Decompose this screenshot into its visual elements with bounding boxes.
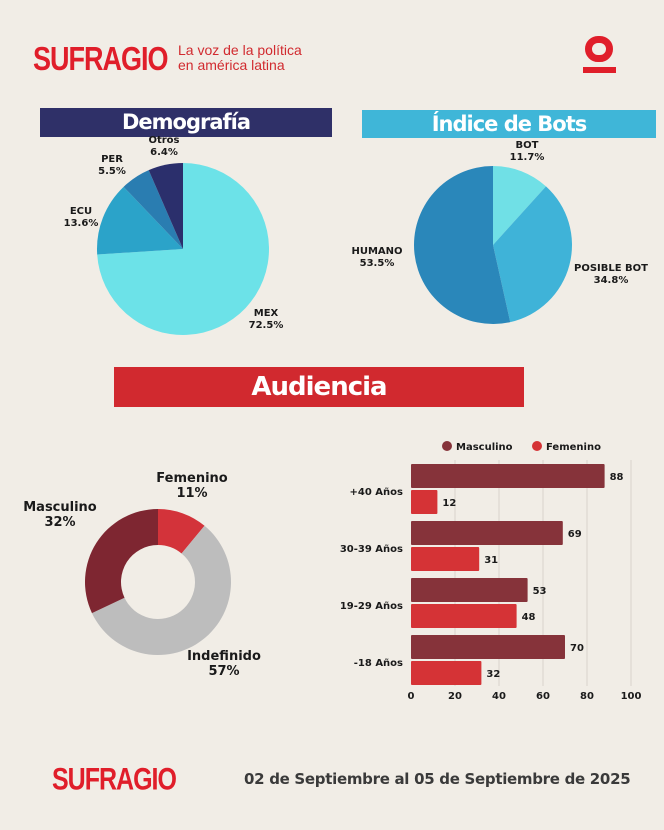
x-tick-label: 60 <box>536 691 550 702</box>
slice-value: 72.5% <box>249 320 284 331</box>
bar-value-label: 12 <box>442 498 456 509</box>
bar-masculino <box>411 521 563 545</box>
bots-banner: Índice de Bots <box>362 110 656 138</box>
pie-slice-per <box>123 170 183 249</box>
date-range: 02 de Septiembre al 05 de Septiembre de … <box>244 770 631 788</box>
slice-value: 6.4% <box>150 147 178 158</box>
slice-value: 11% <box>176 486 207 501</box>
pie-slice-ecu <box>97 186 183 255</box>
slice-value: 5.5% <box>98 166 126 177</box>
x-tick-label: 20 <box>448 691 462 702</box>
pie-slice-mex <box>97 163 270 335</box>
tagline-line-2: en américa latina <box>178 57 285 73</box>
slice-label: Femenino <box>156 471 227 486</box>
slice-label: Masculino <box>23 500 97 515</box>
x-tick-label: 0 <box>408 691 415 702</box>
legend-swatch <box>442 441 452 451</box>
bar-value-label: 88 <box>610 472 624 483</box>
slice-value: 57% <box>208 664 239 679</box>
pie-slice-posible-bot <box>493 186 572 323</box>
slice-value: 53.5% <box>360 258 395 269</box>
y-tick-label: +40 Años <box>350 487 404 498</box>
pie-slice-masculino <box>84 509 158 614</box>
slice-label: MEX <box>254 308 279 319</box>
legend-label: Masculino <box>456 442 513 453</box>
bar-value-label: 31 <box>484 555 498 566</box>
legend-label: Femenino <box>546 442 601 453</box>
pie-slice-humano <box>414 166 511 324</box>
pie-slice-indefinido <box>91 525 231 655</box>
slice-label: BOT <box>516 140 539 151</box>
tagline-line-1: La voz de la política <box>178 42 302 58</box>
bar-value-label: 69 <box>568 529 582 540</box>
tagline: La voz de la política en américa latina <box>178 43 302 73</box>
legend-swatch <box>532 441 542 451</box>
audiencia-banner: Audiencia <box>114 367 524 407</box>
x-tick-label: 40 <box>492 691 506 702</box>
slice-label: PER <box>101 154 123 165</box>
bar-femenino <box>411 490 438 514</box>
bar-masculino <box>411 635 565 659</box>
x-tick-label: 80 <box>580 691 594 702</box>
bar-masculino <box>411 578 528 602</box>
bar-value-label: 48 <box>522 612 536 623</box>
bar-value-label: 70 <box>570 643 584 654</box>
y-tick-label: 30-39 Años <box>340 544 403 555</box>
slice-label: Otros <box>148 135 179 146</box>
pie-slice-femenino <box>158 509 205 554</box>
slice-value: 32% <box>44 515 75 530</box>
bar-femenino <box>411 661 482 685</box>
bar-femenino <box>411 547 480 571</box>
slice-label: ECU <box>70 206 92 217</box>
slice-value: 13.6% <box>64 218 99 229</box>
pie-slice-bot <box>493 166 546 245</box>
demografia-banner: Demografía <box>40 108 332 137</box>
bar-femenino <box>411 604 517 628</box>
y-tick-label: 19-29 Años <box>340 601 403 612</box>
y-tick-label: -18 Años <box>354 658 403 669</box>
slice-value: 11.7% <box>510 152 545 163</box>
slice-value: 34.8% <box>594 275 629 286</box>
brand-icon <box>583 36 616 76</box>
slice-label: POSIBLE BOT <box>574 263 648 274</box>
bar-value-label: 32 <box>486 669 500 680</box>
x-tick-label: 100 <box>621 691 642 702</box>
pie-slice-otros <box>148 163 183 249</box>
footer-logo: SUFRAGIO <box>52 762 177 797</box>
bar-masculino <box>411 464 605 488</box>
slice-label: Indefinido <box>187 649 261 664</box>
brand-logo: SUFRAGIO <box>33 40 169 78</box>
bar-value-label: 53 <box>533 586 547 597</box>
slice-label: HUMANO <box>351 246 402 257</box>
